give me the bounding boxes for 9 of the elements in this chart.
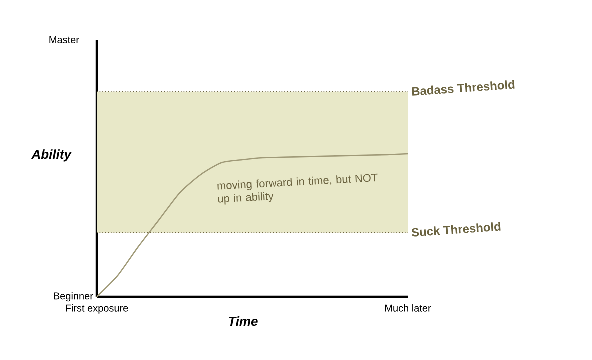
annotation: moving forward in time, but NOT up in ability [218, 174, 378, 205]
text: Master [50, 36, 80, 44]
ref-line-label: Badass Threshold [412, 80, 515, 96]
x-tick-label: Much later [385, 304, 432, 312]
ref-line-label: Suck Threshold [412, 222, 501, 237]
y-axis-title: Ability [31, 150, 72, 162]
x-tick-label: First exposure [66, 304, 128, 314]
x-axis-title: Time [229, 316, 258, 326]
text: Beginner [54, 292, 94, 302]
